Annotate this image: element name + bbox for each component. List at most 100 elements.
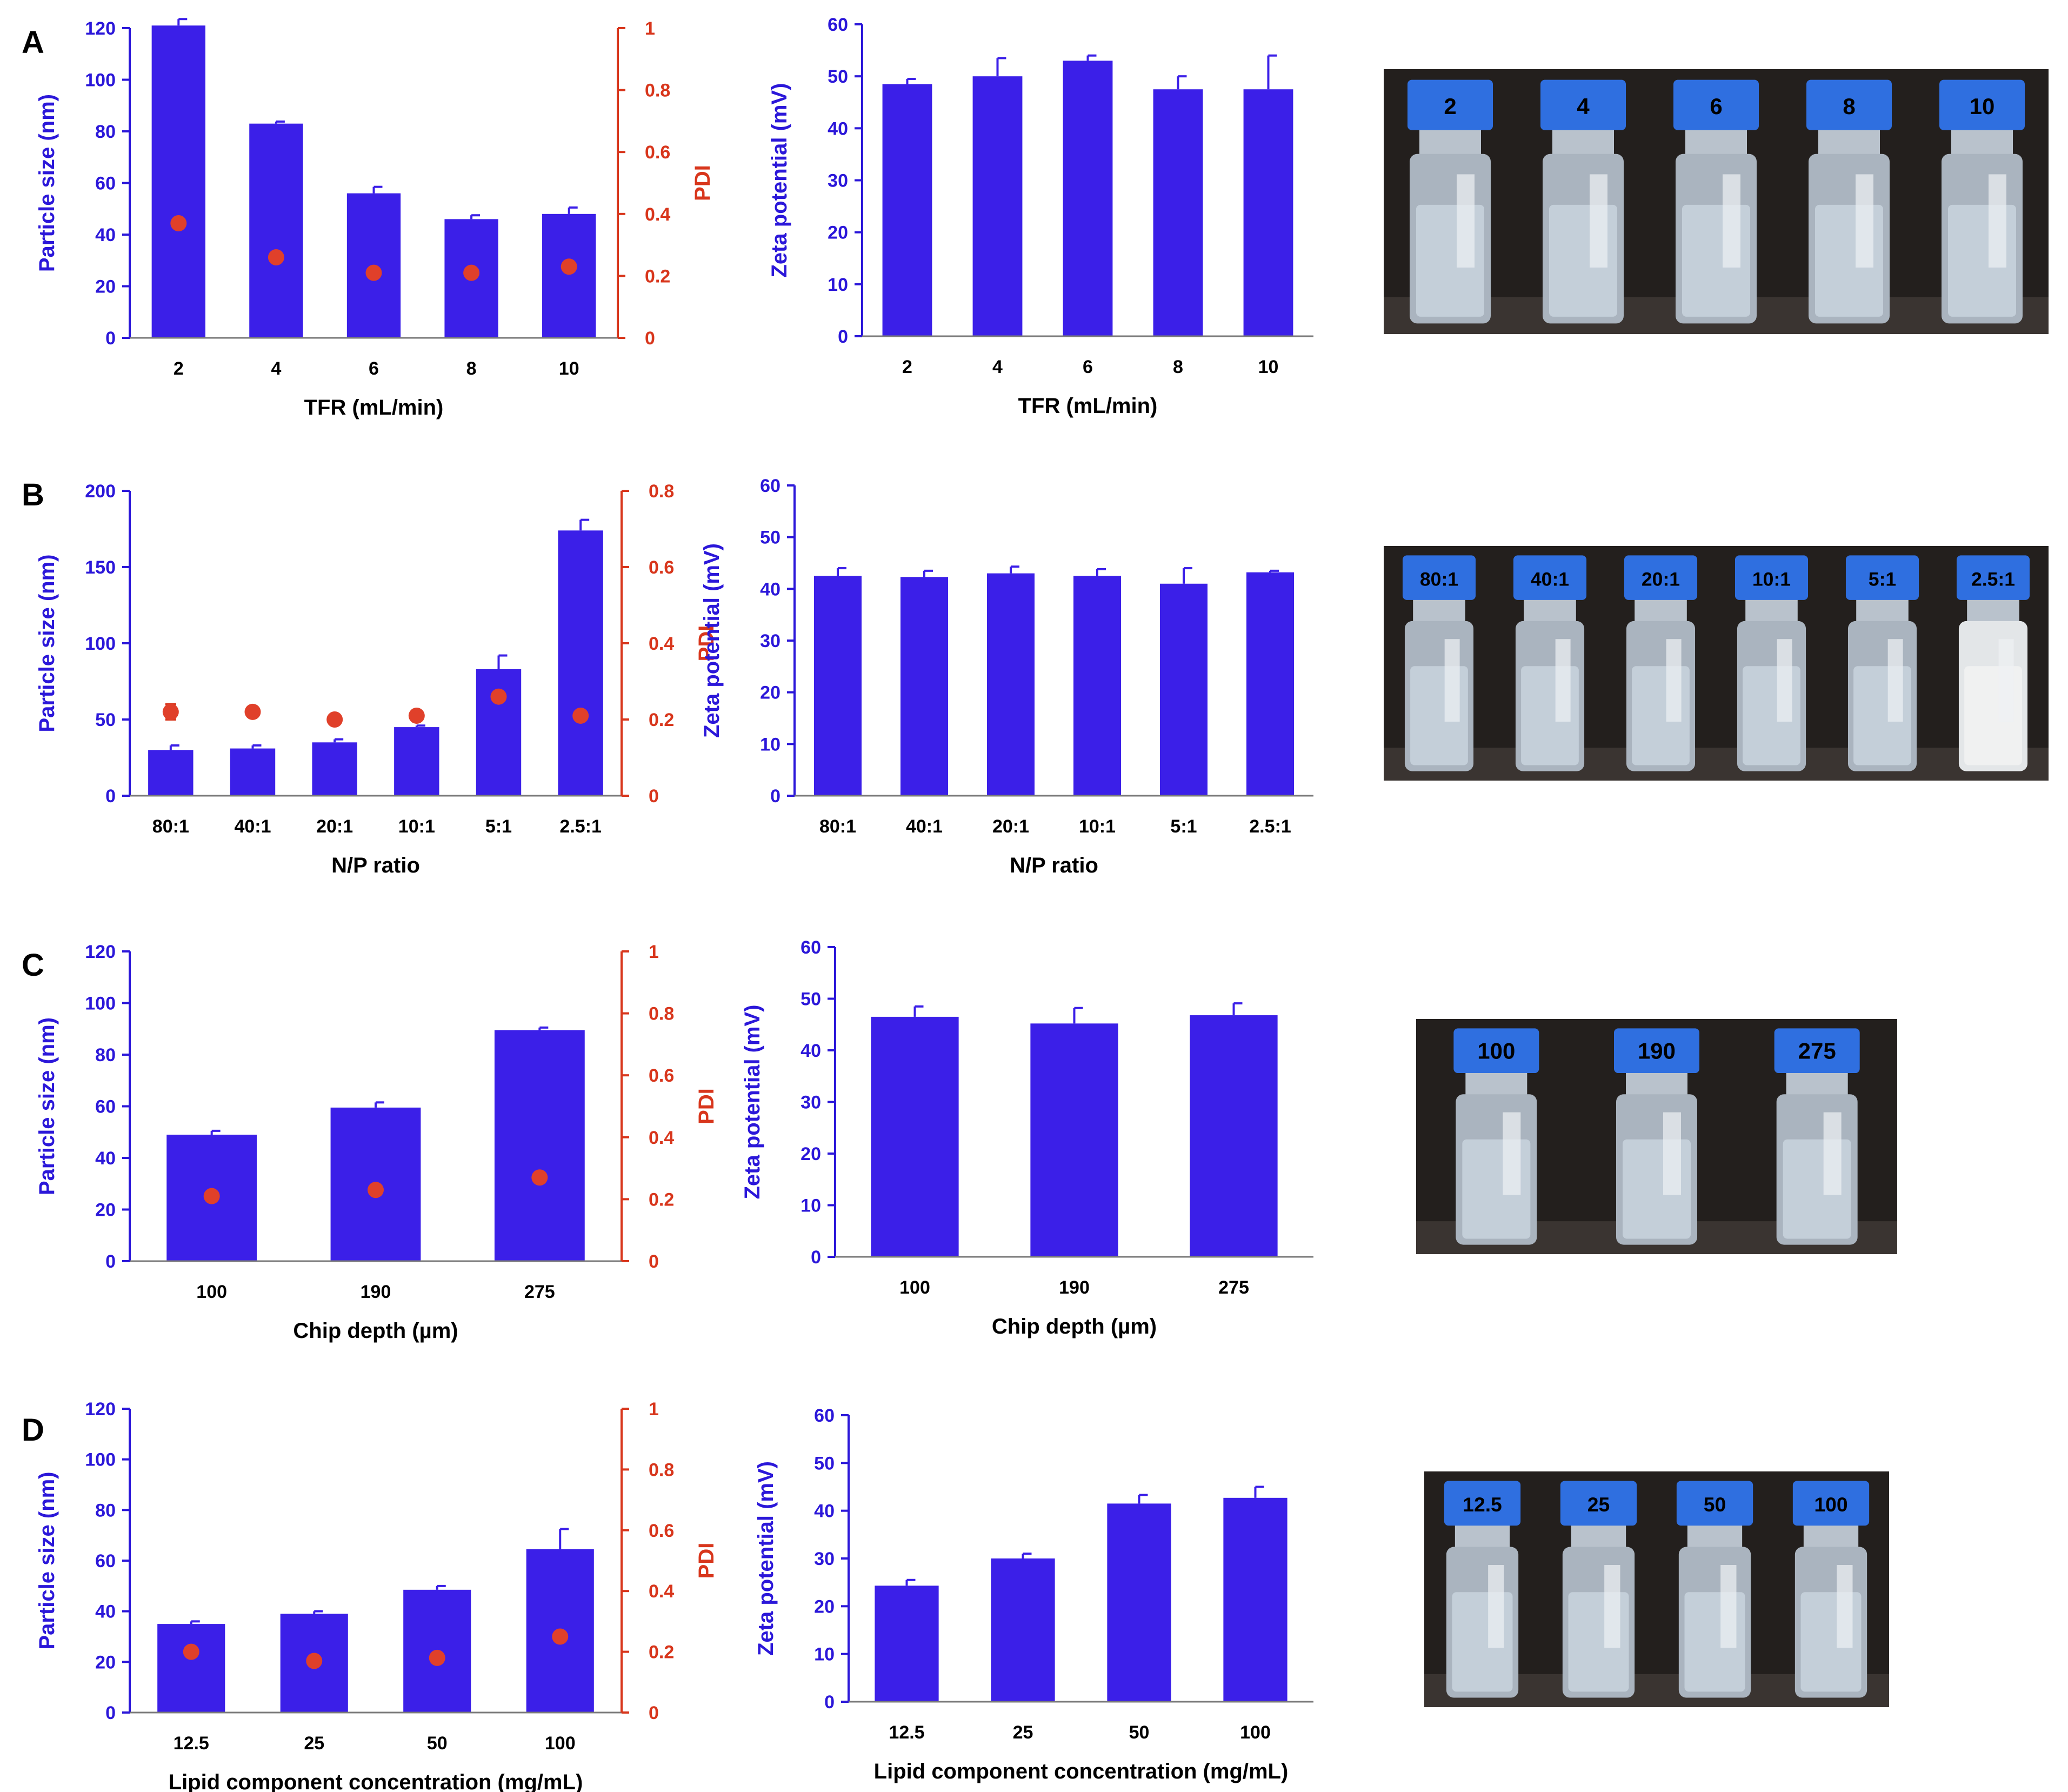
vial-cap-label: 2.5:1 — [1971, 568, 2015, 590]
y2-tick-label: 0.2 — [649, 710, 674, 730]
vial-neck — [1524, 597, 1576, 623]
x-axis-title: Lipid component concentration (mg/mL) — [169, 1770, 583, 1792]
x-tick-label: 5:1 — [1170, 816, 1197, 837]
bar — [1243, 89, 1293, 337]
y2-axis-title: PDI — [695, 1543, 718, 1579]
x-tick-label: 25 — [304, 1733, 324, 1754]
vial-cap-label: 50 — [1704, 1493, 1726, 1516]
vial-print-label — [1488, 1565, 1504, 1648]
x-tick-label: 10:1 — [1079, 816, 1116, 837]
bar — [871, 1016, 959, 1257]
chart-d-zeta: 12.5 25 50 100 0 10 20 30 40 50 60 Zeta potential (… — [754, 1405, 1313, 1783]
bar — [394, 727, 439, 796]
vial-print-label — [1503, 1112, 1521, 1195]
y-tick-label: 30 — [760, 631, 780, 651]
pdi-point — [368, 1182, 384, 1198]
vial-cap-label: 40:1 — [1531, 568, 1569, 590]
vial-neck — [1687, 1523, 1743, 1549]
y-tick-label: 20 — [95, 1652, 116, 1673]
y-tick-label: 0 — [770, 786, 780, 807]
y-tick-label: 60 — [760, 476, 780, 496]
vial-cap-label: 8 — [1843, 94, 1855, 119]
y2-tick-label: 0.2 — [649, 1642, 674, 1663]
y-tick-label: 50 — [95, 710, 116, 730]
x-tick-label: 12.5 — [889, 1722, 924, 1743]
y-tick-label: 0 — [838, 327, 848, 347]
bar — [542, 214, 596, 338]
y2-tick-label: 0 — [649, 1703, 659, 1723]
pdi-point — [408, 707, 425, 724]
x-tick-label: 10:1 — [398, 816, 435, 837]
x-tick-label: 80:1 — [819, 816, 856, 837]
pdi-point — [170, 215, 187, 231]
vial-neck — [1465, 1071, 1527, 1097]
vial-neck — [1552, 128, 1614, 156]
bar — [814, 576, 862, 796]
y2-tick-label: 1 — [649, 1399, 659, 1420]
y-axis-title: Zeta potential (mV) — [700, 543, 724, 738]
vial-neck — [1803, 1523, 1859, 1549]
y2-tick-label: 0.4 — [649, 1128, 674, 1148]
y-tick-label: 100 — [85, 70, 116, 91]
bar — [1246, 572, 1294, 796]
photo-shelf — [1384, 748, 2049, 781]
y2-tick-label: 1 — [649, 942, 659, 962]
y2-tick-label: 0.4 — [649, 634, 674, 654]
pdi-point — [561, 258, 577, 275]
x-tick-label: 100 — [545, 1733, 576, 1754]
y-tick-label: 0 — [105, 1703, 116, 1723]
vial-cap-label: 25 — [1587, 1493, 1610, 1516]
vial-cap — [1614, 1028, 1699, 1074]
vial-photo-b: 80:1 40:1 20:1 10:1 5:1 2.5:1 — [1384, 546, 2049, 781]
y-tick-label: 200 — [85, 481, 116, 502]
vial-photo-a: 2 4 6 8 10 — [1384, 69, 2049, 334]
vial-neck — [1856, 597, 1909, 623]
y-tick-label: 0 — [105, 1251, 116, 1272]
y2-tick-label: 0.8 — [645, 81, 670, 101]
bar — [882, 84, 932, 336]
x-tick-label: 100 — [196, 1282, 227, 1302]
vial-neck — [1419, 128, 1481, 156]
bar — [987, 573, 1035, 796]
bar — [1107, 1503, 1171, 1702]
x-axis-title: N/P ratio — [1010, 854, 1098, 877]
y-tick-label: 10 — [814, 1644, 835, 1665]
y-tick-label: 20 — [814, 1596, 835, 1617]
vial-print-label — [1604, 1565, 1620, 1648]
y2-tick-label: 0.8 — [649, 1460, 674, 1480]
y-tick-label: 10 — [760, 734, 780, 755]
y-tick-label: 80 — [95, 1045, 116, 1065]
y2-tick-label: 0.6 — [649, 1065, 674, 1086]
y-tick-label: 0 — [824, 1692, 835, 1713]
x-axis-title: TFR (mL/min) — [1018, 394, 1158, 418]
x-tick-label: 4 — [992, 357, 1003, 377]
vial-print-label — [1663, 1112, 1681, 1195]
vial-cap-label: 275 — [1798, 1038, 1836, 1064]
vial-cap — [1676, 1481, 1753, 1526]
y-tick-label: 30 — [800, 1092, 821, 1113]
x-tick-label: 2 — [902, 357, 912, 377]
y-tick-label: 50 — [828, 66, 848, 87]
chart-c-size-pdi: 100 190 275 0 20 40 60 80 100 120 Particle size (n… — [35, 942, 718, 1343]
x-tick-label: 190 — [361, 1282, 391, 1302]
vial-cap-label: 2 — [1444, 94, 1456, 119]
vial-print-label — [1590, 174, 1607, 268]
x-tick-label: 2 — [174, 358, 184, 379]
y-tick-label: 0 — [105, 786, 116, 807]
y-axis-title: Particle size (nm) — [35, 554, 59, 732]
vial-print-label — [1666, 639, 1682, 722]
y2-tick-label: 0 — [645, 328, 655, 349]
pdi-point — [183, 1643, 199, 1660]
y-tick-label: 50 — [760, 528, 780, 548]
y-tick-label: 20 — [95, 277, 116, 297]
pdi-point — [244, 703, 261, 720]
x-axis-title: Chip depth (µm) — [293, 1319, 458, 1343]
x-tick-label: 2.5:1 — [1249, 816, 1291, 837]
y-tick-label: 60 — [95, 1551, 116, 1571]
panel-letter-a: A — [22, 25, 44, 60]
y-tick-label: 40 — [800, 1041, 821, 1061]
vial-neck — [1745, 597, 1798, 623]
y-axis-title: Zeta potential (mV) — [741, 1004, 764, 1199]
vial-cap-label: 100 — [1814, 1493, 1847, 1516]
vial-print-label — [1777, 639, 1792, 722]
